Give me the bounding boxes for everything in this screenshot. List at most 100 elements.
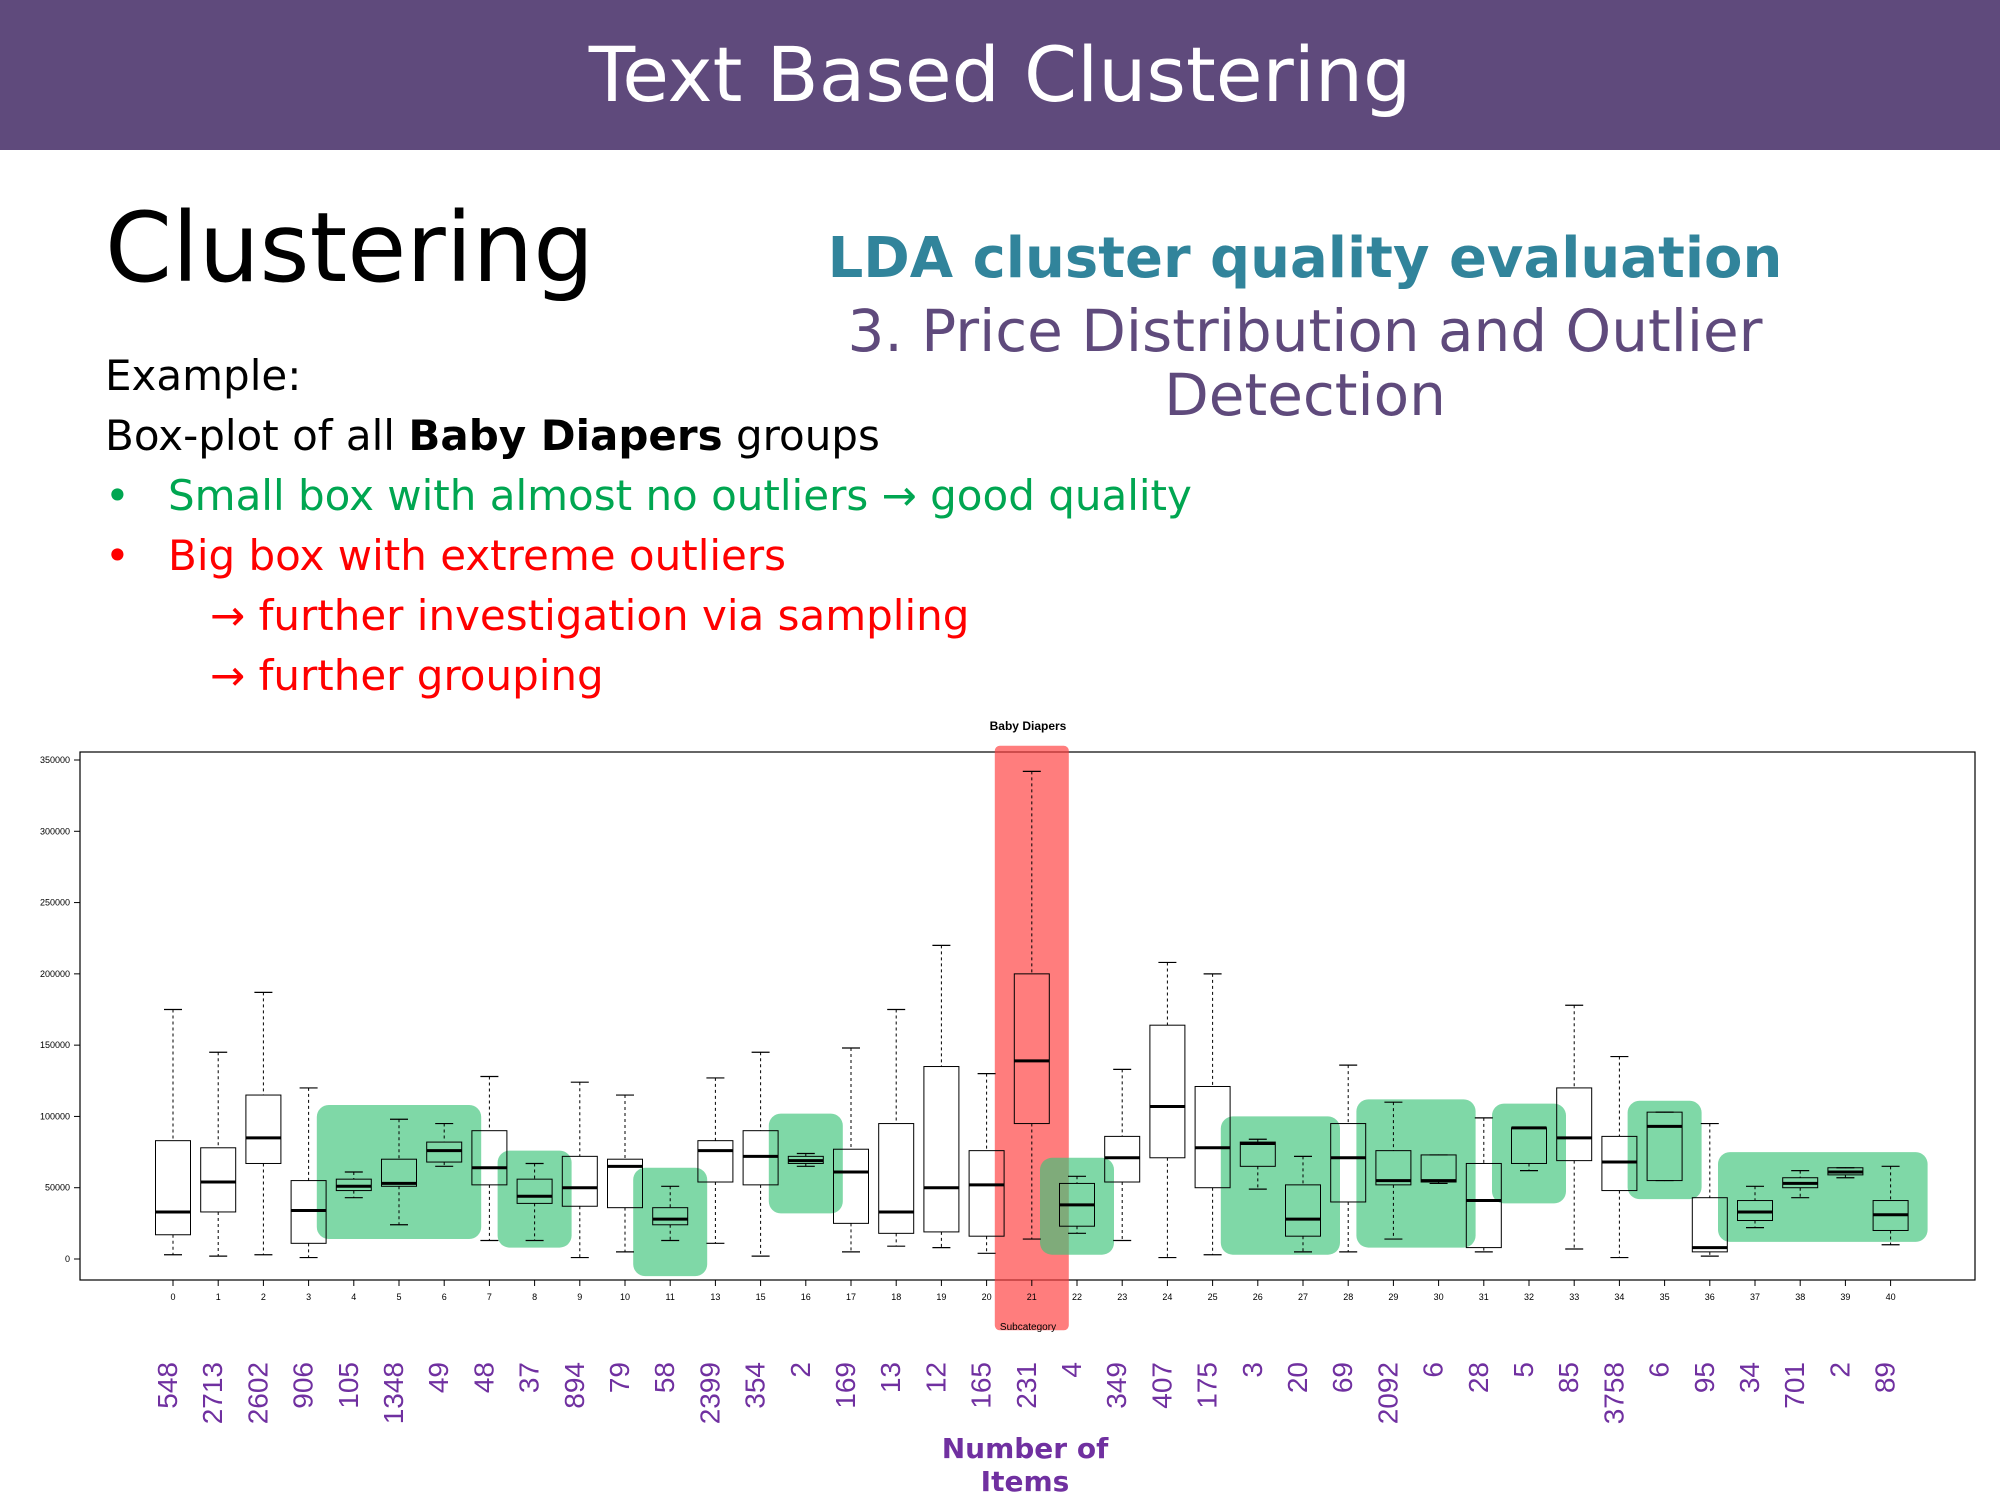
item-count-label: 2 (785, 1362, 816, 1378)
box-iqr (561, 1155, 598, 1207)
item-count-label: 349 (1101, 1362, 1132, 1409)
box-iqr (697, 1140, 734, 1183)
item-count-label: 20 (1282, 1362, 1313, 1393)
box-iqr (245, 1094, 282, 1164)
arrow-icon: → (881, 471, 917, 520)
box-iqr (381, 1158, 417, 1187)
good-quality-highlight (1356, 1099, 1476, 1248)
x-tick-label: 5 (396, 1292, 401, 1302)
x-tick-label: 23 (1117, 1292, 1127, 1302)
item-count-label: 6 (1644, 1362, 1675, 1378)
item-count-label: 165 (966, 1362, 997, 1409)
x-tick-label: 27 (1298, 1292, 1308, 1302)
item-count-label: 548 (152, 1362, 183, 1409)
item-count-label: 5 (1508, 1362, 1539, 1378)
x-tick-label: 30 (1434, 1292, 1444, 1302)
box-iqr (1465, 1162, 1502, 1249)
bullet-red-marker: • (105, 531, 130, 580)
x-tick-label: 7 (487, 1292, 492, 1302)
y-tick-label: 200000 (40, 969, 70, 979)
box-iqr (1691, 1197, 1728, 1253)
item-count-label: 37 (514, 1362, 545, 1393)
good-quality-highlight (1718, 1152, 1928, 1242)
bullet-green-result: good quality (930, 471, 1192, 520)
x-tick-label: 34 (1614, 1292, 1624, 1302)
boxplot-description: Box-plot of all Baby Diapers groups (105, 411, 880, 460)
y-tick-label: 100000 (40, 1111, 70, 1121)
box-iqr (200, 1147, 237, 1213)
box-iqr (968, 1150, 1005, 1237)
item-count-label: 2602 (242, 1362, 273, 1424)
box-iqr (1013, 973, 1050, 1125)
item-count-label: 28 (1463, 1362, 1494, 1393)
x-tick-label: 40 (1886, 1292, 1896, 1302)
subtitle-price-distribution: 3. Price Distribution and Outlier Detect… (847, 297, 1763, 429)
sub-bullet-sampling: → further investigation via sampling (210, 591, 969, 640)
item-count-label: 69 (1327, 1362, 1358, 1393)
item-count-label: 4 (1056, 1362, 1087, 1378)
sub-bullet-grouping-text: further grouping (258, 651, 604, 700)
boxplot-prefix: Box-plot of all (105, 411, 409, 460)
box-iqr (1375, 1150, 1412, 1186)
x-tick-label: 31 (1479, 1292, 1489, 1302)
x-tick-label: 37 (1750, 1292, 1760, 1302)
box-iqr (155, 1140, 191, 1236)
good-quality-highlight (497, 1150, 572, 1248)
subtitle-lda: LDA cluster quality evaluation (827, 226, 1783, 291)
x-tick-label: 36 (1705, 1292, 1715, 1302)
x-tick-label: 8 (532, 1292, 537, 1302)
item-count-label: 48 (468, 1362, 499, 1393)
item-count-label: 58 (649, 1362, 680, 1393)
item-count-label: 95 (1689, 1362, 1720, 1393)
box-iqr (878, 1123, 915, 1234)
example-label: Example: (105, 351, 302, 400)
y-tick-label: 0 (65, 1254, 70, 1264)
box-iqr (652, 1207, 689, 1226)
boxplot-suffix: groups (722, 411, 880, 460)
item-count-label: 12 (920, 1362, 951, 1393)
item-count-label: 894 (559, 1362, 590, 1409)
x-tick-label: 3 (306, 1292, 311, 1302)
box-iqr (1556, 1087, 1593, 1162)
x-tick-label: 22 (1072, 1292, 1082, 1302)
x-tick-label: 2 (261, 1292, 266, 1302)
x-tick-label: 39 (1840, 1292, 1850, 1302)
box-iqr (1285, 1184, 1321, 1237)
item-count-label: 701 (1779, 1362, 1810, 1409)
item-count-label: 49 (423, 1362, 454, 1393)
x-tick-label: 6 (442, 1292, 447, 1302)
x-tick-label: 13 (710, 1292, 720, 1302)
item-count-label: 3 (1237, 1362, 1268, 1378)
y-tick-label: 250000 (40, 898, 70, 908)
box-iqr (516, 1178, 553, 1204)
sub-bullet-grouping: → further grouping (210, 651, 604, 700)
title-bar: Text Based Clustering (0, 0, 2000, 150)
item-count-label: 79 (604, 1362, 635, 1393)
item-count-label: 89 (1870, 1362, 1901, 1393)
item-count-label: 906 (288, 1362, 319, 1409)
x-axis-label: Subcategory (1000, 1322, 1056, 1333)
x-tick-label: 28 (1343, 1292, 1353, 1302)
x-tick-label: 11 (666, 1292, 675, 1302)
arrow-icon: → (210, 591, 246, 640)
item-count-label: 1348 (378, 1362, 409, 1424)
bullet-green-marker: • (105, 471, 130, 520)
section-heading: Clustering (105, 192, 595, 304)
chart-title: Baby Diapers (990, 719, 1067, 733)
good-quality-highlight (1492, 1103, 1566, 1204)
item-count-label: 407 (1146, 1362, 1177, 1409)
x-tick-label: 18 (891, 1292, 901, 1302)
y-tick-label: 50000 (45, 1183, 70, 1193)
item-count-label: 2092 (1372, 1362, 1403, 1424)
item-count-label: 13 (875, 1362, 906, 1393)
x-tick-label: 15 (756, 1292, 766, 1302)
box-iqr (1646, 1111, 1683, 1182)
box-iqr (607, 1158, 643, 1209)
good-quality-highlight (633, 1167, 708, 1277)
baby-diapers-boxplot: Baby Diapers 0 50000 100000 150000 200000 2500… (40, 719, 1976, 1424)
box-iqr (1149, 1024, 1186, 1159)
box-iqr (471, 1130, 508, 1186)
arrow-icon: → (210, 651, 246, 700)
x-tick-label: 21 (1027, 1292, 1037, 1302)
boxplot-category: Baby Diapers (408, 411, 723, 460)
